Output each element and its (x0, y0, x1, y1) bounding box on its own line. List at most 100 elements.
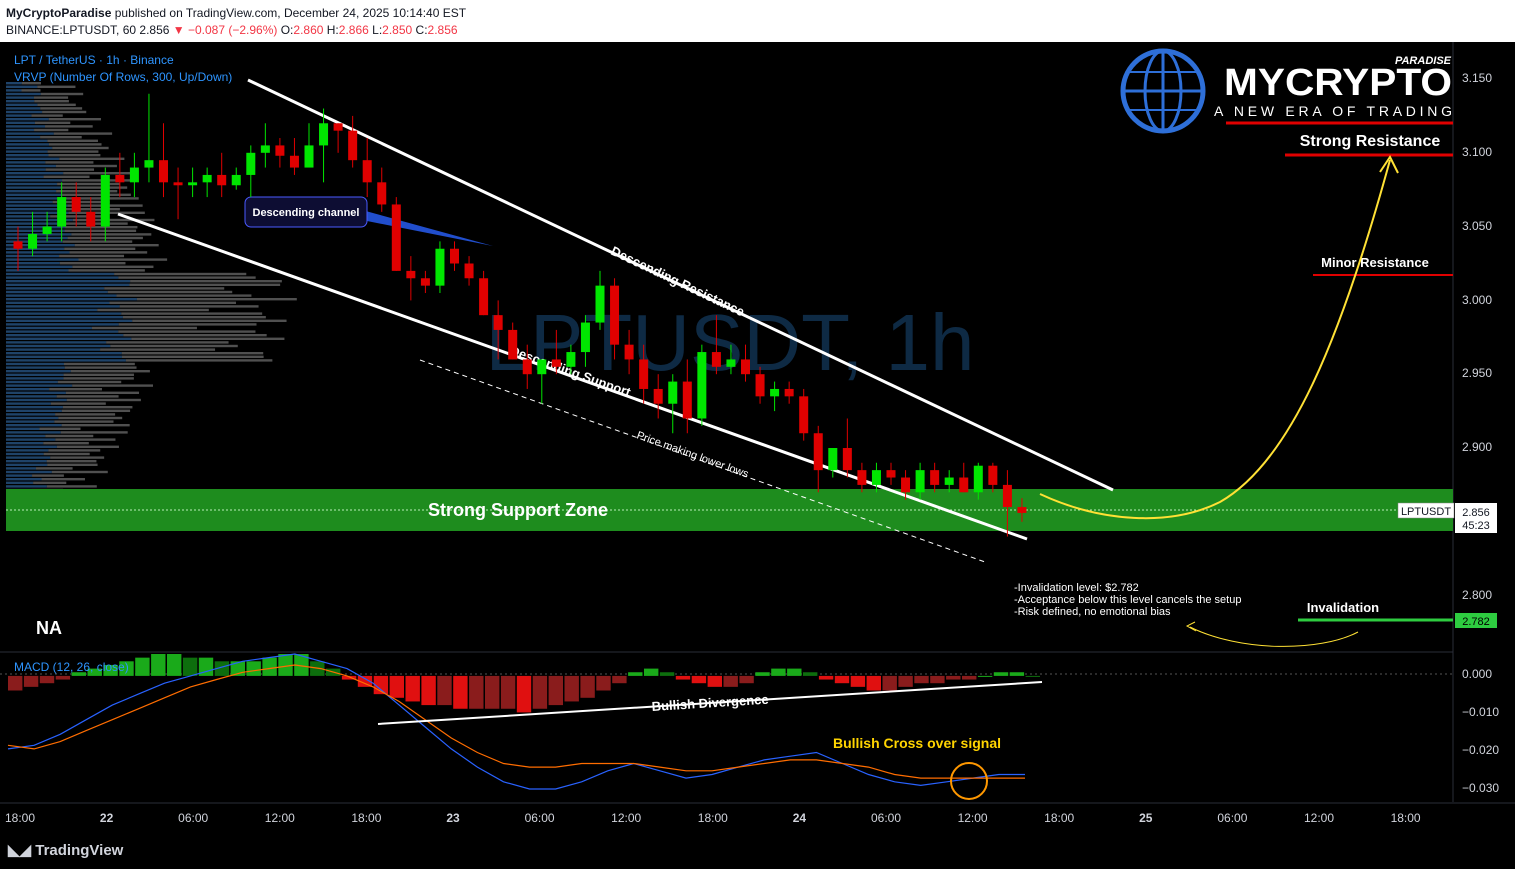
volume-profile-bar (6, 244, 75, 247)
lower-lows-line[interactable] (419, 359, 986, 563)
macd-histogram-bar (103, 664, 118, 676)
time-tick: 18:00 (5, 811, 35, 825)
volume-profile-bar (97, 308, 209, 312)
macd-histogram-bar (787, 668, 802, 676)
macd-histogram-bar (755, 672, 770, 676)
volume-profile-bar (6, 287, 105, 290)
volume-profile-bar (6, 247, 65, 250)
volume-profile-bar (6, 406, 63, 409)
volume-profile-bar (63, 377, 134, 380)
volume-profile-bar (6, 100, 35, 103)
candle-body (173, 182, 183, 186)
countdown-value: 45:23 (1462, 520, 1490, 532)
volume-profile-bar (6, 276, 119, 279)
bullish-divergence-line[interactable] (377, 681, 1043, 725)
projection-curve[interactable] (1039, 159, 1391, 520)
volume-profile-bar (6, 467, 36, 470)
descending-channel-callout[interactable] (244, 196, 368, 228)
volume-profile-bar (6, 420, 55, 423)
volume-profile-bar (119, 305, 259, 308)
price-tick: 2.900 (1462, 440, 1492, 454)
invalidation-note-2: -Acceptance below this level cancels the… (1014, 594, 1241, 606)
candle-body (202, 174, 212, 183)
tradingview-brand: TradingView (35, 842, 124, 859)
symbol-watermark: LPTUSDT, 1h (485, 298, 974, 387)
volume-profile-bar (6, 337, 132, 340)
chart-area[interactable]: LPTUSDT, 1h Strong Support Zone Descendi… (0, 42, 1515, 832)
macd-legend[interactable]: MACD (12, 26, close) (14, 660, 129, 674)
volume-profile-bar (6, 395, 57, 398)
candle-body (828, 448, 838, 471)
candle-body (566, 352, 576, 367)
bullish-cross-circle[interactable] (950, 762, 988, 800)
volume-profile-bar (6, 305, 120, 308)
macd-histogram-bar (659, 672, 675, 676)
descending-resistance-line[interactable] (247, 78, 1114, 492)
candle-body (28, 233, 38, 249)
vrvp-legend[interactable]: VRVP (Number Of Rows, 300, Up/Down) (14, 70, 232, 84)
volume-profile-bar (6, 132, 54, 135)
candle-body (362, 160, 372, 183)
volume-profile (6, 82, 297, 513)
volume-profile-bar (6, 269, 69, 272)
volume-profile-bar (52, 146, 109, 150)
logo-brand: MYCRYPTO (1224, 62, 1452, 104)
candle-body (13, 241, 23, 249)
symbol-tag-label: LPTUSDT (1401, 506, 1451, 518)
macd-histogram-bar (866, 675, 881, 691)
volume-profile-bar (6, 85, 38, 88)
volume-profile-bar (6, 125, 46, 128)
candle-body (508, 329, 518, 360)
volume-profile-bar (40, 136, 82, 139)
volume-profile-bar (6, 154, 49, 157)
volume-profile-bar (6, 319, 133, 322)
volume-profile-bar (71, 233, 152, 236)
time-tick: 12:00 (1304, 811, 1334, 825)
volume-profile-bar (6, 452, 44, 456)
volume-profile-bar (129, 283, 281, 286)
macd-axis[interactable]: 0.000 −0.010 −0.020 −0.030 (1462, 667, 1499, 795)
candle-body (711, 352, 721, 367)
publish-header: MyCryptoParadise published on TradingVie… (0, 0, 1515, 42)
candle-body (289, 155, 299, 168)
volume-profile-bar (6, 373, 64, 376)
macd-histogram-bar (167, 654, 182, 676)
macd-histogram-bar (628, 672, 643, 676)
candle-body (391, 204, 401, 271)
time-tick: 06:00 (871, 811, 901, 825)
candle-body (115, 174, 125, 183)
candle-body (1017, 507, 1027, 513)
symbol-legend[interactable]: LPT / TetherUS · 1h · Binance (14, 53, 174, 67)
volume-profile-bar (59, 254, 125, 258)
candle-body (871, 470, 881, 485)
candle-body (726, 359, 736, 367)
candle-body (188, 182, 198, 186)
volume-profile-bar (6, 308, 98, 312)
tradingview-logo[interactable]: ◣◢ TradingView (8, 841, 123, 859)
candle-body (944, 477, 954, 485)
symbol-price-tag (1397, 502, 1455, 519)
macd-histogram-bar (818, 675, 834, 680)
publisher-name[interactable]: MyCryptoParadise (6, 6, 112, 20)
candle-body (1002, 484, 1012, 508)
candle-body (668, 381, 678, 404)
macd-histogram-bar (532, 675, 548, 709)
volume-profile-bar (6, 128, 35, 132)
time-axis[interactable]: 18:00 22 06:00 12:00 18:00 23 06:00 12:00 18:00 2… (5, 811, 1421, 825)
price-axis[interactable]: 3.150 3.100 3.050 3.000 2.950 2.900 2.80… (1397, 71, 1497, 628)
macd-histogram-bar (612, 675, 627, 684)
volume-profile-bar (6, 431, 61, 434)
candle-body (959, 477, 969, 493)
volume-profile-bar (61, 409, 131, 412)
macd-tick: 0.000 (1462, 667, 1492, 681)
volume-profile-bar (74, 244, 159, 247)
low-label: L: (372, 23, 383, 37)
volume-profile-bar (132, 319, 287, 322)
volume-profile-bar (68, 269, 145, 272)
volume-profile-bar (6, 294, 117, 297)
macd-tick: −0.030 (1462, 781, 1499, 795)
macd-histogram-bar (8, 675, 23, 691)
volume-profile-bar (57, 182, 120, 186)
invalidation-arrowhead-icon (1185, 621, 1197, 632)
candle-body (348, 130, 358, 161)
